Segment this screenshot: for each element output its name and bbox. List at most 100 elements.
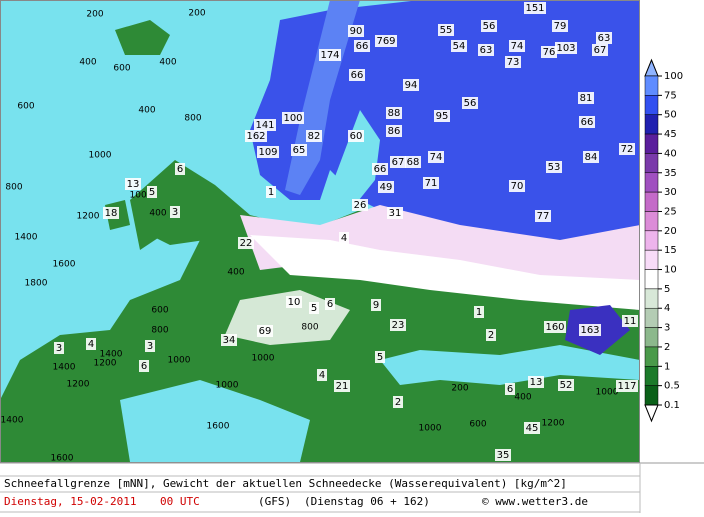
iceland xyxy=(115,20,170,55)
contour-label: 1200 xyxy=(542,419,565,429)
depth-label-box xyxy=(528,376,544,388)
map-labels: 200 2004006004008004006001000800120014001… xyxy=(1,2,638,464)
depth-label: 90 xyxy=(350,26,363,37)
depth-label: 49 xyxy=(380,182,393,193)
depth-label-box xyxy=(505,383,515,395)
legend-label: 15 xyxy=(664,245,677,256)
depth-label: 63 xyxy=(598,33,611,44)
contour-label: 400 xyxy=(227,268,244,278)
depth-label-box xyxy=(535,210,551,222)
depth-label: 63 xyxy=(480,45,493,56)
legend-swatch xyxy=(644,346,659,367)
contour-label: 600 xyxy=(113,64,130,74)
depth-label-box xyxy=(405,156,421,168)
depth-label-box xyxy=(390,156,406,168)
contour-label: 400 xyxy=(149,209,166,219)
depth-label: 69 xyxy=(259,326,272,337)
depth-label-box xyxy=(125,178,141,190)
depth-label-box xyxy=(509,180,525,192)
contour-label: 800 xyxy=(151,326,168,336)
depth-label: 35 xyxy=(497,450,510,461)
legend-label: 0.1 xyxy=(664,400,680,411)
depth-label-box xyxy=(616,380,638,392)
depth-label: 86 xyxy=(388,126,401,137)
contour-label: 1600 xyxy=(207,422,230,432)
depth-label-box xyxy=(428,151,444,163)
contour-label: 400 xyxy=(79,58,96,68)
depth-label-box xyxy=(434,110,450,122)
depth-label-box xyxy=(257,325,273,337)
contour-label: 200 xyxy=(86,10,103,20)
legend-label: 5 xyxy=(664,284,670,295)
depth-label-box xyxy=(481,20,497,32)
depth-label: 4 xyxy=(341,233,347,244)
depth-label: 100 xyxy=(283,113,302,124)
depth-label-box xyxy=(486,329,496,341)
depth-label-box xyxy=(352,199,368,211)
depth-label-box xyxy=(175,163,185,175)
depth-label-box xyxy=(619,143,635,155)
footer-run: (Dienstag 06 + 162) xyxy=(304,495,430,508)
depth-label-box xyxy=(505,56,521,68)
legend-swatch xyxy=(644,211,659,232)
legend-label: 2 xyxy=(664,342,670,353)
depth-label-box xyxy=(524,422,540,434)
legend-swatch xyxy=(644,307,659,328)
legend-label: 4 xyxy=(664,303,670,314)
footer-description: Schneefallgrenze [mNN], Gewicht der aktu… xyxy=(4,477,567,490)
legend-swatch xyxy=(644,133,659,154)
depth-label-box xyxy=(170,206,180,218)
depth-label: 68 xyxy=(407,157,420,168)
depth-label: 151 xyxy=(525,3,544,14)
contour-label: 600 xyxy=(17,102,34,112)
depth-label-box xyxy=(544,321,566,333)
depth-label-box xyxy=(221,334,237,346)
depth-label: 1 xyxy=(268,187,274,198)
depth-label: 13 xyxy=(127,179,140,190)
contour-label: 1000 xyxy=(168,356,191,366)
depth-label: 6 xyxy=(141,361,147,372)
depth-label: 141 xyxy=(255,120,274,131)
legend-swatch xyxy=(644,191,659,212)
depth-label: 81 xyxy=(580,93,593,104)
depth-label-box xyxy=(254,119,276,131)
depth-label: 4 xyxy=(319,370,325,381)
depth-label: 21 xyxy=(336,381,349,392)
depth-label-box xyxy=(145,340,155,352)
contour-label: 800 xyxy=(184,114,201,124)
contour-label: 800 xyxy=(5,183,22,193)
legend-swatch xyxy=(644,269,659,290)
depth-label: 162 xyxy=(246,131,265,142)
legend-swatch xyxy=(644,75,659,96)
depth-label: 77 xyxy=(537,211,550,222)
depth-label: 94 xyxy=(405,80,418,91)
contour-label: 1600 xyxy=(53,260,76,270)
contour-label: 400 xyxy=(138,106,155,116)
depth-label: 5 xyxy=(377,352,383,363)
depth-label: 56 xyxy=(483,21,496,32)
legend-label: 100 xyxy=(664,71,683,82)
legend-swatch xyxy=(644,327,659,348)
depth-label-box xyxy=(282,112,304,124)
depth-label: 65 xyxy=(293,145,306,156)
depth-label-box xyxy=(509,40,525,52)
depth-label-box xyxy=(266,186,276,198)
depth-label: 79 xyxy=(554,21,567,32)
depth-label: 56 xyxy=(464,98,477,109)
depth-label: 2 xyxy=(395,397,401,408)
legend-swatch xyxy=(644,288,659,309)
depth-label-box xyxy=(462,97,478,109)
depth-label: 9 xyxy=(373,300,379,311)
contour-label: 1000 xyxy=(89,151,112,161)
depth-label-box xyxy=(354,40,370,52)
depth-label-box xyxy=(524,2,546,14)
depth-label: 11 xyxy=(624,316,637,327)
footer-date: Dienstag, 15-02-2011 xyxy=(4,495,136,508)
depth-label-box xyxy=(339,232,349,244)
depth-label-box xyxy=(495,449,511,461)
contour-label: 400 xyxy=(514,393,531,403)
depth-label-box xyxy=(286,296,302,308)
depth-label-box xyxy=(245,130,267,142)
depth-label-box xyxy=(578,92,594,104)
